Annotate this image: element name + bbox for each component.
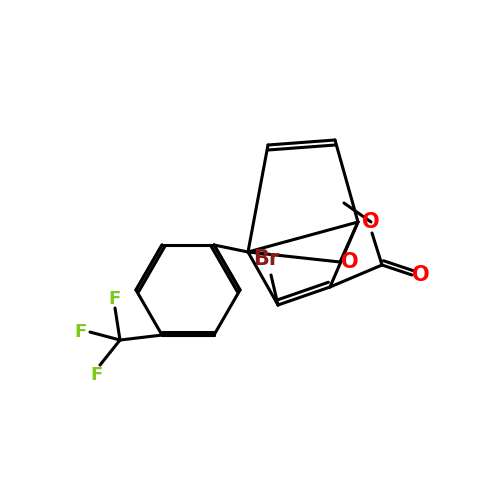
Text: Br: Br [253,249,279,269]
Text: O: O [412,265,430,285]
Text: O: O [341,252,359,272]
Text: F: F [74,323,86,341]
Text: O: O [362,212,380,232]
Text: F: F [90,366,102,384]
Text: F: F [109,290,121,308]
